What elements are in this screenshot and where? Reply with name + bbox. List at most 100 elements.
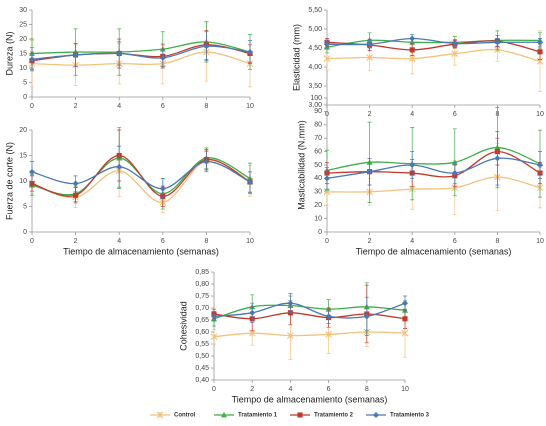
- data-point: [210, 333, 218, 341]
- data-point: [409, 47, 415, 53]
- x-axis-title: Tiempo de almacenamiento (semanas): [232, 394, 388, 404]
- y-tick-label: 0,85: [195, 269, 209, 276]
- y-tick-label: 20: [19, 127, 27, 134]
- x-tick-label: 2: [74, 103, 78, 110]
- y-tick-label: 20: [19, 36, 27, 43]
- series-line: [31, 154, 251, 197]
- x-tick-label: 0: [212, 386, 216, 393]
- series-line: [31, 51, 251, 66]
- x-tick-label: 8: [204, 238, 208, 245]
- data-point: [451, 50, 459, 58]
- y-tick-label: 0,70: [195, 305, 209, 312]
- y-tick-label: 3,00: [308, 102, 322, 109]
- x-tick-label: 10: [246, 103, 254, 110]
- x-tick-label: 4: [410, 111, 414, 118]
- data-point: [402, 300, 408, 307]
- series-line: [213, 304, 406, 320]
- data-point: [116, 50, 123, 57]
- data-point: [537, 162, 543, 168]
- data-point: [537, 49, 543, 55]
- data-point: [287, 300, 294, 307]
- x-axis-title: Tiempo de almacenamiento (semanas): [63, 246, 219, 256]
- y-axis-title: Dureza (N): [4, 31, 14, 75]
- series-line: [326, 48, 541, 62]
- data-point: [451, 40, 458, 47]
- y-axis-title: Cohesividad: [178, 301, 188, 351]
- series-line: [213, 331, 406, 338]
- y-tick-label: 0,80: [195, 281, 209, 288]
- y-axis-title: Fuerza de corte (N): [4, 142, 14, 220]
- y-tick-label: 4,00: [308, 64, 322, 71]
- y-tick-label: 4,50: [308, 45, 322, 52]
- y-tick-label: 70: [314, 135, 322, 142]
- y-tick-label: 0,45: [195, 365, 209, 372]
- data-point: [451, 170, 458, 177]
- y-tick-label: 0: [318, 229, 322, 236]
- y-tick-label: 15: [19, 50, 27, 57]
- y-tick-label: 80: [314, 122, 322, 129]
- x-tick-label: 2: [74, 238, 78, 245]
- data-point: [247, 179, 253, 186]
- legend-marker: [221, 412, 227, 418]
- y-tick-label: 30: [19, 7, 27, 14]
- y-tick-label: 5: [23, 79, 27, 86]
- data-point: [203, 158, 210, 165]
- y-tick-label: 3,50: [308, 83, 322, 90]
- data-point: [287, 332, 294, 339]
- y-tick-label: 0,40: [195, 377, 209, 384]
- legend-label: Control: [174, 413, 196, 419]
- data-point: [29, 168, 35, 175]
- y-tick-label: 0,55: [195, 341, 209, 348]
- data-point: [366, 168, 373, 175]
- x-tick-label: 2: [250, 386, 254, 393]
- y-tick-label: 0,75: [195, 293, 209, 300]
- data-point: [325, 331, 332, 338]
- data-point: [363, 313, 370, 320]
- data-point: [324, 175, 330, 182]
- legend-marker: [297, 412, 303, 418]
- series-line: [31, 45, 251, 60]
- series-line: [31, 41, 251, 55]
- data-point: [72, 180, 79, 187]
- y-tick-label: 10: [19, 65, 27, 72]
- data-point: [73, 192, 79, 198]
- y-tick-label: 100: [310, 95, 322, 102]
- x-tick-label: 6: [453, 111, 457, 118]
- legend-label: Tratamiento 2: [314, 413, 354, 419]
- series-line: [326, 39, 541, 48]
- x-tick-label: 10: [401, 386, 409, 393]
- data-point: [249, 309, 256, 316]
- y-tick-label: 0: [23, 94, 27, 101]
- x-tick-label: 8: [495, 238, 499, 245]
- legend-label: Tratamiento 3: [390, 413, 430, 419]
- x-tick-label: 6: [327, 386, 331, 393]
- legend-label: Tratamiento 1: [238, 413, 278, 419]
- y-axis-title: Elasticidad (mm): [291, 24, 301, 91]
- y-tick-label: 90: [314, 108, 322, 115]
- y-tick-label: 30: [314, 189, 322, 196]
- x-tick-label: 4: [410, 238, 414, 245]
- series-line: [326, 37, 541, 46]
- data-point: [409, 162, 416, 168]
- data-point: [537, 39, 543, 46]
- data-point: [366, 41, 373, 48]
- x-axis-title: Tiempo de almacenamiento (semanas): [356, 246, 512, 256]
- y-tick-label: 0: [23, 229, 27, 236]
- x-tick-label: 4: [117, 238, 121, 245]
- legend-marker: [373, 412, 379, 418]
- y-tick-label: 5,00: [308, 26, 322, 33]
- series-line: [213, 302, 406, 319]
- x-tick-label: 8: [365, 386, 369, 393]
- series-line: [326, 146, 541, 171]
- y-tick-label: 25: [19, 21, 27, 28]
- data-point: [409, 35, 416, 42]
- x-tick-label: 4: [288, 386, 292, 393]
- data-point: [402, 316, 408, 322]
- series-line: [326, 157, 541, 180]
- data-point: [366, 54, 373, 61]
- data-point: [29, 56, 35, 63]
- y-tick-label: 20: [314, 202, 322, 209]
- x-tick-label: 0: [325, 238, 329, 245]
- data-point: [323, 55, 331, 63]
